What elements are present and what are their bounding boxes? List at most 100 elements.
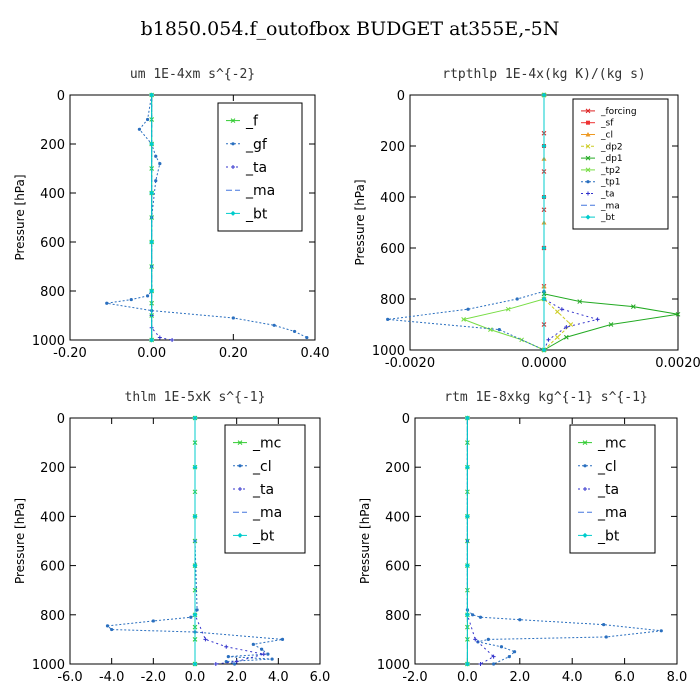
data-marker [471,613,475,617]
y-tick-label: 800 [385,609,410,624]
data-marker [497,328,501,332]
legend-label: _ma [252,505,282,521]
data-marker [492,662,496,666]
data-marker [585,167,591,173]
legend-label: _tp2 [600,166,620,176]
data-marker [473,637,478,642]
data-marker [564,325,569,330]
data-marker [583,487,587,491]
data-marker [586,191,590,196]
y-axis-label: Pressure [hPa] [13,498,27,584]
data-marker [232,662,237,666]
data-marker [266,652,270,656]
series-bt [464,415,470,667]
y-tick-label: 1000 [377,658,410,673]
data-marker [305,335,309,340]
data-marker [585,132,591,137]
data-marker [541,194,547,200]
y-tick-label: 200 [380,140,405,155]
data-marker [559,307,564,312]
legend-label: _forcing [600,107,637,117]
data-marker [585,143,591,149]
panel-title: rtpthlp 1E-4x(kg K)/(kg s) [442,67,646,82]
data-marker [630,304,636,310]
data-marker [478,615,483,619]
data-marker [595,317,600,322]
legend-label: _ma [245,183,275,199]
y-tick-label: 400 [385,510,410,525]
data-marker [170,338,175,342]
data-marker [260,647,264,651]
series-bt [192,415,198,667]
series-bt [149,92,155,343]
y-tick-label: 600 [385,560,410,575]
data-marker [386,317,390,321]
data-marker [154,179,158,183]
x-tick-label: 6.0 [310,670,331,685]
data-marker [192,415,198,421]
data-marker [224,644,229,649]
y-axis-label: Pressure [hPa] [13,174,27,260]
legend-box [572,98,669,230]
x-tick-label: -6.0 [57,670,82,685]
data-marker [261,652,266,657]
data-marker [491,654,496,659]
x-tick-label: 2.0 [226,670,247,685]
data-marker [499,645,504,649]
legend-label: _cl [600,131,613,141]
legend-label: _ma [600,201,620,211]
legend-label: _sf [600,119,614,129]
data-marker [192,464,198,470]
legend-label: _ta [252,482,274,498]
y-tick-label: 200 [385,461,410,476]
legend-label: _bt [252,528,275,544]
legend-label: _ma [597,505,627,521]
data-marker [585,214,591,220]
data-marker [149,288,155,294]
y-tick-label: 600 [380,242,405,257]
data-marker [546,337,551,342]
y-tick-label: 0 [402,412,410,427]
data-marker [515,297,519,301]
data-marker [604,635,608,639]
data-marker [195,608,199,612]
legend: _f _gf _ta _ma _bt [217,102,303,232]
data-marker [151,619,155,623]
data-marker [230,118,236,123]
series-line [466,418,495,665]
data-marker [466,307,470,311]
series-tp2 [461,92,547,353]
legend-label: _tp1 [600,178,620,188]
series-line [387,95,545,351]
data-marker [586,180,590,184]
data-marker [555,309,560,315]
legend-label: _mc [252,436,281,452]
data-marker [555,334,560,340]
data-marker [486,637,490,642]
data-marker [231,142,235,146]
chart-panel-4: rtm 1E-8xkg kg^{-1} s^{-1} 0 200 400 600 800 1… [358,390,687,685]
data-marker [203,637,208,642]
data-marker [464,415,470,421]
data-marker [464,513,470,519]
y-axis-label: Pressure [hPa] [353,179,367,265]
data-marker [585,155,591,161]
data-marker [192,661,198,667]
data-marker [464,661,470,667]
data-marker [137,127,142,131]
x-tick-label: -2.0 [402,670,427,685]
data-marker [158,162,162,166]
data-marker [541,143,547,149]
data-marker [602,623,606,627]
data-marker [105,624,110,628]
x-tick-label: 8.0 [667,670,688,685]
data-marker [157,335,162,340]
data-marker [586,120,590,125]
legend-label: _ta [597,482,619,498]
legend: _forcing _sf _cl_dp2 _dp1 _tp2 _tp1 _ta_ma _bt [572,98,669,230]
y-tick-label: 0 [57,412,65,427]
data-marker [230,210,236,216]
data-marker [189,615,193,619]
data-marker [251,642,255,646]
